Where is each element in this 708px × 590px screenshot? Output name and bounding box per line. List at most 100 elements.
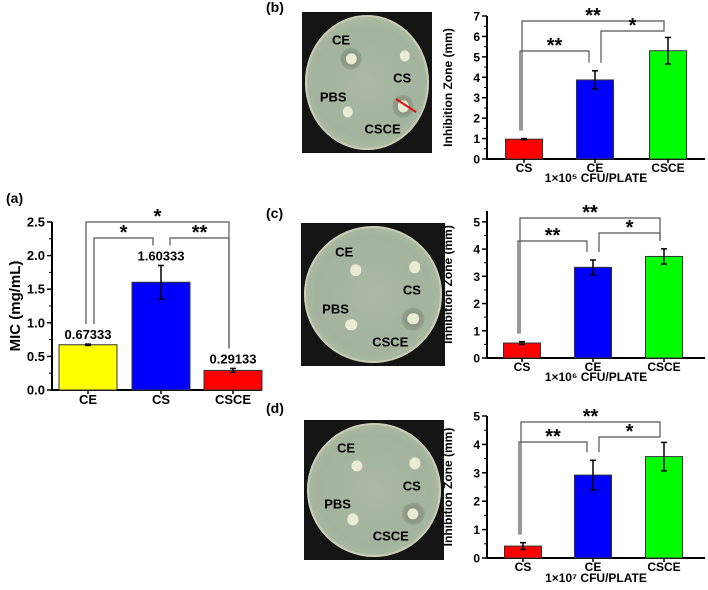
- x-tick-label: CS: [514, 360, 531, 374]
- y-tick-label: 0.5: [27, 349, 45, 364]
- x-axis-label: 1×10⁶ CFU/PLATE: [545, 370, 647, 384]
- chart-a: 0.0 0.5 1.0 1.5 2.0 2.5 CE 0.67333 CS 1.60333 CSCE…: [7, 206, 263, 407]
- disc-ce: [351, 460, 363, 472]
- x-tick-label: CSCE: [215, 392, 251, 407]
- y-tick-label: 4: [473, 243, 480, 257]
- plate-label-ce: CE: [331, 32, 351, 48]
- x-axis-label: 1×10⁷ CFU/PLATE: [545, 571, 647, 585]
- y-tick-label: 0.0: [27, 383, 45, 398]
- disc-ce: [349, 264, 362, 276]
- plate-label-cs: CS: [402, 478, 421, 494]
- bar-ce: [58, 344, 118, 391]
- disc-ce: [346, 52, 357, 65]
- y-axis-label: MIC (mg/mL): [7, 261, 24, 352]
- significance-label: **: [583, 406, 599, 428]
- y-axis-label: Inhibition Zone (mm): [441, 428, 455, 547]
- agar-plate: [304, 14, 430, 151]
- significance-bracket: [600, 29, 665, 63]
- plate-label-cs: CS: [402, 282, 421, 298]
- significance-label: *: [154, 206, 162, 228]
- bar-csce: [645, 456, 683, 559]
- x-tick-label: CE: [79, 392, 97, 407]
- y-tick-label: 5: [473, 215, 480, 229]
- y-tick-label: 3: [473, 466, 480, 480]
- bar-ce: [574, 266, 612, 359]
- x-tick-label: CS: [515, 560, 532, 574]
- disc-pbs: [345, 318, 358, 331]
- disc-cs: [399, 50, 410, 62]
- disc-csce: [398, 100, 409, 113]
- significance-bracket: [169, 237, 230, 349]
- agar-plate: [306, 422, 442, 558]
- significance-bracket: [521, 20, 665, 131]
- y-tick-label: 6: [473, 30, 480, 44]
- plate-label-pbs: PBS: [322, 301, 349, 317]
- y-tick-label: 2: [473, 495, 480, 509]
- y-tick-label: 0: [473, 352, 480, 366]
- y-tick-label: 0: [473, 153, 480, 167]
- y-tick-label: 0: [473, 552, 480, 566]
- disc-csce: [407, 313, 420, 325]
- y-tick-label: 5: [473, 50, 480, 64]
- plate-label-cs: CS: [393, 70, 412, 86]
- y-axis-label: Inhibition Zone (mm): [441, 28, 455, 147]
- x-axis-label: 1×10⁵ CFU/PLATE: [545, 171, 647, 185]
- y-tick-label: 4: [473, 71, 480, 85]
- significance-bracket: [598, 232, 661, 252]
- y-tick-label: 2: [473, 112, 480, 126]
- significance-bracket: [518, 441, 588, 535]
- disc-pbs: [342, 106, 353, 118]
- y-tick-label: 3: [473, 91, 480, 105]
- x-tick-label: CE: [587, 161, 604, 175]
- panel-label-a: (a): [6, 190, 24, 206]
- significance-bracket: [93, 237, 154, 325]
- significance-label: **: [585, 5, 601, 27]
- y-tick-label: 4: [473, 438, 480, 452]
- y-tick-label: 1.5: [27, 282, 45, 297]
- significance-bracket: [598, 434, 661, 453]
- y-tick-label: 2.0: [27, 248, 45, 263]
- significance-bracket: [519, 217, 661, 334]
- x-tick-label: CS: [152, 392, 170, 407]
- y-tick-label: 2: [473, 297, 480, 311]
- panel-label-d: (d): [266, 400, 284, 416]
- y-tick-label: 1: [473, 523, 480, 537]
- x-tick-label: CE: [585, 360, 602, 374]
- plate-label-csce: CSCE: [364, 121, 401, 137]
- panel-label-c: (c): [266, 205, 284, 221]
- significance-label: *: [629, 15, 637, 37]
- bar-csce: [203, 369, 263, 391]
- x-tick-label: CSCE: [647, 360, 680, 374]
- bar-ce: [576, 79, 614, 160]
- y-tick-label: 1: [473, 324, 480, 338]
- bar-cs: [505, 138, 543, 160]
- significance-label: **: [192, 222, 208, 244]
- significance-bracket: [519, 50, 590, 131]
- y-tick-label: 5: [473, 410, 480, 424]
- y-tick-label: 7: [473, 10, 480, 24]
- plate-photo-c: CE CS PBS CSCE: [301, 223, 445, 366]
- bar-csce: [645, 255, 683, 359]
- significance-bracket: [517, 240, 588, 334]
- plate-label-csce: CSCE: [372, 528, 409, 544]
- plate-photo-d: CE CS PBS CSCE: [304, 420, 444, 560]
- y-tick-label: 1.0: [27, 315, 45, 330]
- disc-cs: [408, 261, 421, 274]
- significance-label: *: [626, 421, 634, 443]
- plate-label-pbs: PBS: [319, 89, 347, 105]
- data-label: 1.60333: [138, 248, 185, 263]
- data-label: 0.29133: [210, 351, 257, 366]
- plate-label-csce: CSCE: [372, 334, 409, 350]
- x-tick-label: CSCE: [647, 560, 680, 574]
- agar-plate: [303, 225, 443, 364]
- disc-cs: [409, 457, 421, 469]
- significance-label: **: [582, 202, 598, 224]
- significance-label: **: [545, 225, 561, 247]
- plate-label-ce: CE: [336, 440, 356, 456]
- plate-label-pbs: PBS: [324, 496, 351, 512]
- bar-csce: [649, 50, 687, 160]
